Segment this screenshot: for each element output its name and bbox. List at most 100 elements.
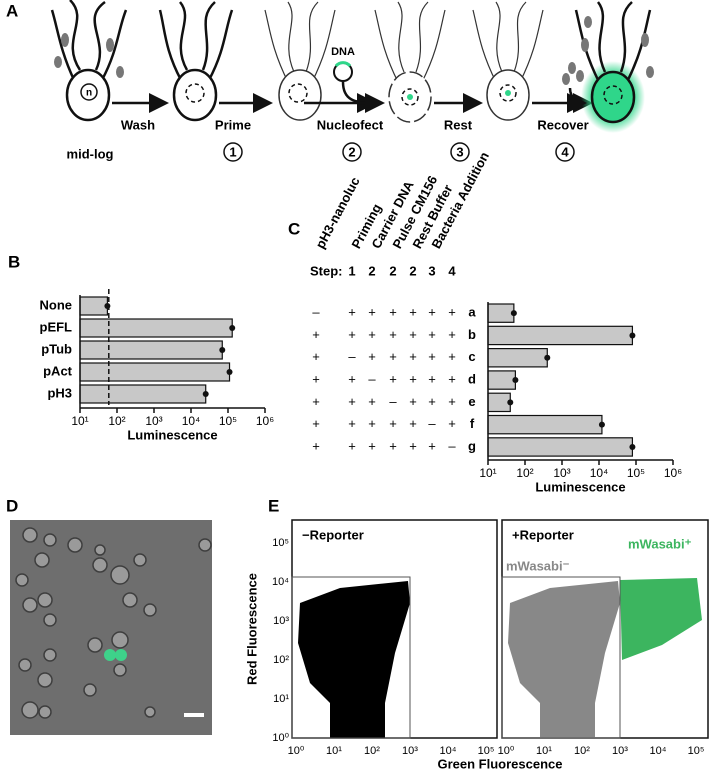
step-label: Recover xyxy=(537,117,588,132)
nucleus-label: n xyxy=(86,88,92,99)
bar-end-point xyxy=(512,377,519,384)
bar-end-point xyxy=(544,354,551,361)
table-cell: + xyxy=(348,438,356,453)
bar-end-point xyxy=(507,399,514,406)
cells xyxy=(50,0,654,133)
x-tick-label: 10² xyxy=(108,414,125,428)
x-tick-label: 10⁴ xyxy=(440,745,457,757)
bar xyxy=(79,384,207,404)
gate xyxy=(501,576,621,739)
bar xyxy=(487,437,634,457)
x-tick-label: 10¹ xyxy=(536,745,552,757)
bar-end-point xyxy=(226,369,233,375)
table-cell: + xyxy=(389,416,397,431)
panel-label: B xyxy=(8,252,20,271)
bar-end-point xyxy=(510,310,517,317)
y-tick-label: 10² xyxy=(273,654,289,666)
x-tick-label: 10⁵ xyxy=(478,745,495,757)
x-tick-label: 10⁴ xyxy=(590,466,609,480)
table-cell: + xyxy=(428,394,436,409)
step-number: 4 xyxy=(561,144,569,159)
x-tick-label: 10⁴ xyxy=(182,414,201,428)
bar xyxy=(487,414,603,435)
x-tick-label: 10¹ xyxy=(71,414,88,428)
x-tick-label: 10⁵ xyxy=(688,745,705,757)
table-cell: + xyxy=(428,371,436,386)
table-cell: – xyxy=(312,305,320,320)
table-cell: + xyxy=(409,416,417,431)
table-cell: + xyxy=(428,305,436,320)
y-tick-label: 10³ xyxy=(273,615,289,627)
table-cell: + xyxy=(409,438,417,453)
step-label: Nucleofect xyxy=(317,117,384,132)
x-tick-label: 10⁶ xyxy=(256,414,274,428)
x-tick-label: 10³ xyxy=(402,745,418,757)
category-label: c xyxy=(468,349,475,364)
step-number: 2 xyxy=(409,263,416,278)
table-cell: + xyxy=(409,305,417,320)
dna-label: DNA xyxy=(331,46,355,58)
table-cell: + xyxy=(428,438,436,453)
gate-label: mWasabi⁻ xyxy=(506,558,570,573)
x-tick-label: 10¹ xyxy=(326,745,342,757)
x-tick-label: 10⁶ xyxy=(664,466,682,480)
panel-label: D xyxy=(6,496,18,515)
table-cell: + xyxy=(312,416,320,431)
bar xyxy=(487,303,515,323)
table-cell: – xyxy=(428,416,436,431)
table-cell: + xyxy=(348,327,356,342)
cloud xyxy=(508,581,620,738)
x-tick-label: 10⁰ xyxy=(498,745,515,757)
table-cell: + xyxy=(448,349,456,364)
table-cell: + xyxy=(448,416,456,431)
category-label: pH3 xyxy=(47,385,72,400)
x-tick-label: 10² xyxy=(364,745,380,757)
x-tick-label: 10³ xyxy=(612,745,628,757)
table-cell: + xyxy=(389,349,397,364)
bar xyxy=(79,318,233,338)
table-cell: + xyxy=(389,438,397,453)
step-number: 1 xyxy=(229,144,236,159)
step-label: Prime xyxy=(215,117,251,132)
table-cell: + xyxy=(312,371,320,386)
y-tick-label: 10⁵ xyxy=(272,537,289,549)
table-cell: + xyxy=(428,327,436,342)
table-cell: + xyxy=(448,327,456,342)
table-cell: – xyxy=(368,371,376,386)
table-cell: + xyxy=(409,371,417,386)
scatter-cloud xyxy=(508,581,620,738)
step-number: 2 xyxy=(368,263,375,278)
step-label: Step: xyxy=(310,263,343,278)
table-cell: + xyxy=(368,438,376,453)
table-cell: + xyxy=(409,349,417,364)
category-label: a xyxy=(468,305,476,320)
table-cell: + xyxy=(389,371,397,386)
category-label: pAct xyxy=(43,363,73,378)
bar-end-point xyxy=(219,347,226,353)
category-label: e xyxy=(468,394,475,409)
x-tick-label: 10³ xyxy=(145,414,162,428)
category-label: None xyxy=(40,297,73,312)
category-label: d xyxy=(468,371,476,386)
table-cell: + xyxy=(448,394,456,409)
table-cell: + xyxy=(368,394,376,409)
table-cell: + xyxy=(348,371,356,386)
x-tick-label: 10³ xyxy=(553,466,570,480)
arrows xyxy=(112,93,587,162)
plot-title: +Reporter xyxy=(512,527,574,542)
step-number: 4 xyxy=(448,263,456,278)
bar-end-point xyxy=(202,391,209,397)
table-cell: – xyxy=(389,394,397,409)
x-tick-label: 10² xyxy=(516,466,533,480)
bar-end-point xyxy=(629,443,636,450)
plot-title: −Reporter xyxy=(302,527,364,542)
table-cell: + xyxy=(409,327,417,342)
table-cell: + xyxy=(312,394,320,409)
bar xyxy=(487,392,511,413)
positive-cloud xyxy=(620,578,702,660)
x-tick-label: 10² xyxy=(574,745,590,757)
y-axis-label: Red Fluorescence xyxy=(244,573,259,685)
scatter-cloud xyxy=(298,581,410,738)
table-cell: + xyxy=(409,394,417,409)
category-label: pTub xyxy=(41,341,72,356)
